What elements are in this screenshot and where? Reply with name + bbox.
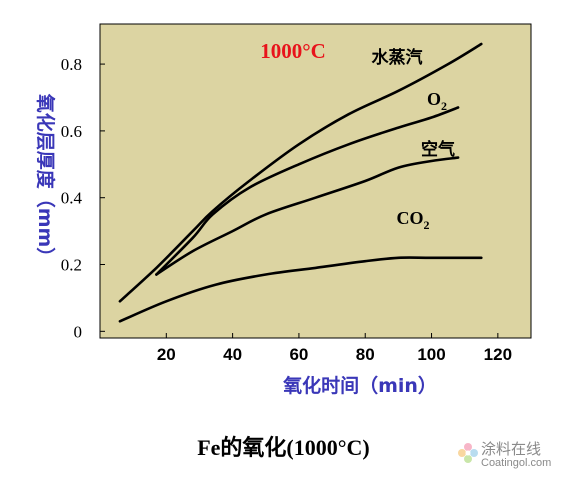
figure-caption: Fe的氧化(1000°C) [197, 435, 370, 460]
watermark: 涂料在线 Coatingol.com [455, 436, 563, 476]
y-tick-label: 0.2 [61, 256, 82, 275]
x-tick-label: 20 [157, 345, 176, 364]
y-tick-label: 0.6 [61, 122, 82, 141]
x-tick-label: 80 [356, 345, 375, 364]
y-axis-label: 氧化层厚度（mm） [34, 94, 57, 267]
x-axis-label: 氧化时间（min） [283, 374, 437, 397]
tick-layer: 20 40 60 80 100 120 0 0.2 0.4 0.6 0.8 [61, 55, 512, 364]
y-tick-label: 0.8 [61, 55, 82, 74]
chart-title: 1000°C [260, 39, 326, 63]
series-line-4 [118, 256, 483, 323]
y-tick-label: 0 [74, 322, 83, 341]
x-tick-label: 40 [223, 345, 242, 364]
series-label-1: 水蒸汽 [372, 47, 423, 67]
series-label-3: 空气 [421, 139, 455, 159]
x-tick-label: 120 [484, 345, 512, 364]
series-label-layer: 水蒸汽 O2 空气 CO2 [372, 47, 456, 232]
x-tick-label: 60 [289, 345, 308, 364]
y-axis-label-group: 氧化层厚度（mm） [34, 94, 57, 267]
series-line-3 [155, 156, 460, 276]
plot-area-background [99, 23, 532, 339]
series-layer [118, 42, 483, 323]
x-tick-label: 100 [417, 345, 445, 364]
watermark-cn: 涂料在线 [481, 440, 542, 458]
watermark-en: Coatingol.com [481, 457, 552, 469]
flower-logo-icon [458, 443, 478, 463]
series-line-2 [155, 106, 460, 276]
y-tick-label: 0.4 [61, 189, 83, 208]
series-line-1 [118, 42, 483, 303]
series-label-2: O2 [427, 89, 447, 113]
series-label-4: CO2 [397, 208, 430, 232]
